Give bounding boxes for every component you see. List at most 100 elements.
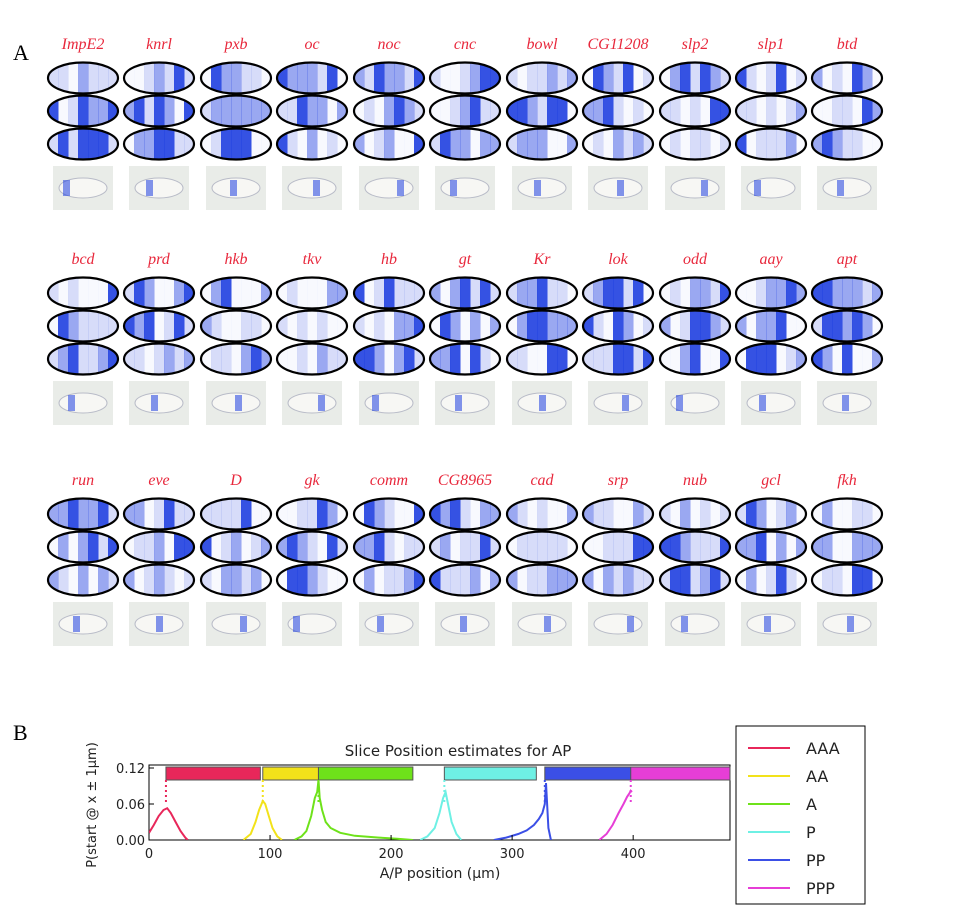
embryo-stripe-pattern <box>430 564 500 596</box>
embryo-photo-body <box>364 177 414 199</box>
gene-label: ImpE2 <box>61 36 105 53</box>
embryo-stripe-pattern <box>812 62 873 94</box>
gene-label: gk <box>304 472 320 489</box>
embryo-outline <box>352 530 426 564</box>
embryo-stripe-pattern <box>670 62 730 94</box>
embryo-photo-stain <box>847 616 854 632</box>
embryo-stripe-pattern <box>287 564 328 596</box>
embryo-outline <box>581 61 655 95</box>
embryo-photo-stain <box>544 616 551 632</box>
embryo-stripe-pattern <box>736 498 797 530</box>
embryo-stripe-pattern <box>211 128 252 160</box>
gene-label: knrl <box>146 36 172 53</box>
embryo-photo-body <box>58 392 108 414</box>
embryo-stripe-pattern <box>593 128 653 160</box>
slice-bar-a <box>317 766 414 781</box>
curve-pp <box>493 782 552 840</box>
embryo-outline <box>581 127 655 161</box>
embryo-photo-stain <box>754 180 761 196</box>
embryo-outline <box>428 127 502 161</box>
embryo-stripe-pattern <box>507 343 568 375</box>
embryo-stripe-pattern <box>583 498 653 530</box>
gene-label: Kr <box>533 251 552 268</box>
embryo-outline <box>122 530 196 564</box>
embryo-photo-body <box>211 613 261 635</box>
embryo-outline <box>199 342 273 376</box>
embryo-stripe-pattern <box>277 310 328 342</box>
embryo-stripe-pattern <box>124 95 194 127</box>
embryo-photo-stain <box>842 395 849 411</box>
gene-label: comm <box>370 472 408 489</box>
embryo-outline <box>122 563 196 597</box>
legend-label-a: A <box>806 795 817 814</box>
embryo-stripe-pattern <box>736 128 797 160</box>
embryo-outline <box>275 497 349 531</box>
y-tick-label: 0.00 <box>116 834 145 849</box>
embryo-outline <box>199 61 273 95</box>
gene-label: hb <box>381 251 397 268</box>
embryo-photo-body <box>593 613 643 635</box>
embryo-stripe-pattern <box>746 564 797 596</box>
embryo-stripe-pattern <box>583 564 653 596</box>
embryo-outline <box>122 497 196 531</box>
embryo-outline <box>275 309 349 343</box>
x-tick-label: 300 <box>500 847 525 862</box>
embryo-stripe-pattern <box>812 531 882 563</box>
embryo-outline <box>352 61 426 95</box>
embryo-photo-body <box>134 177 184 199</box>
embryo-outline <box>275 530 349 564</box>
gene-label: apt <box>837 251 858 268</box>
embryo-stripe-pattern <box>354 531 424 563</box>
embryo-outline <box>581 276 655 310</box>
embryo-outline <box>810 61 884 95</box>
embryo-stripe-pattern <box>297 498 338 530</box>
embryo-stripe-pattern <box>364 498 424 530</box>
embryo-outline <box>810 530 884 564</box>
embryo-outline <box>581 309 655 343</box>
gene-label: D <box>229 472 242 489</box>
embryo-stripe-pattern <box>812 343 882 375</box>
embryo-photo-body <box>287 392 337 414</box>
embryo-stripe-pattern <box>812 277 882 309</box>
embryo-outline <box>734 276 808 310</box>
embryo-outline <box>505 94 579 128</box>
embryo-stripe-pattern <box>354 343 424 375</box>
embryo-photo-stain <box>156 616 163 632</box>
embryo-stripe-pattern <box>507 95 568 127</box>
embryo-stripe-pattern <box>517 531 568 563</box>
embryo-outline <box>810 127 884 161</box>
embryo-outline <box>505 563 579 597</box>
embryo-stripe-pattern <box>660 531 730 563</box>
embryo-stripe-pattern <box>48 498 118 530</box>
embryo-photo-stain <box>701 180 708 196</box>
embryo-outline <box>658 276 732 310</box>
embryo-stripe-pattern <box>507 564 577 596</box>
embryo-stripe-pattern <box>603 531 653 563</box>
embryo-outline <box>810 497 884 531</box>
embryo-outline <box>352 497 426 531</box>
embryo-outline <box>581 563 655 597</box>
embryo-stripe-pattern <box>507 277 568 309</box>
embryo-photo-body <box>517 613 567 635</box>
probability-curves <box>149 779 633 840</box>
chart-axes: 0 100 200 300 400 0.00 0.06 0.12 <box>116 762 646 862</box>
embryo-stripe-pattern <box>430 498 500 530</box>
embryo-outline <box>810 563 884 597</box>
embryo-stripe-pattern <box>812 128 863 160</box>
embryo-photo-body <box>287 177 337 199</box>
embryo-stripe-pattern <box>48 95 118 127</box>
embryo-photo-stain <box>377 616 384 632</box>
gene-label: CG8965 <box>438 472 492 489</box>
embryo-photo-body <box>58 177 108 199</box>
embryo-stripe-pattern <box>583 343 653 375</box>
embryo-outline <box>122 276 196 310</box>
embryo-outline <box>658 61 732 95</box>
embryo-outline <box>734 309 808 343</box>
embryo-stripe-pattern <box>277 128 338 160</box>
embryo-photo-body <box>822 177 872 199</box>
slice-bar-aaa <box>165 766 261 781</box>
embryo-outline <box>581 342 655 376</box>
embryo-outline <box>810 342 884 376</box>
embryo-photo-body <box>58 613 108 635</box>
embryo-outline <box>734 94 808 128</box>
